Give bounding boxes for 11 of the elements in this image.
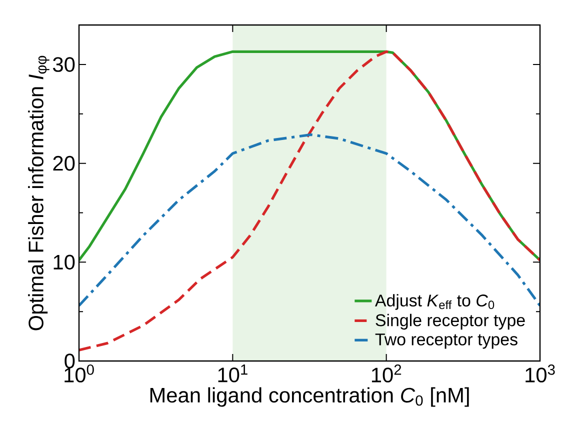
- legend-label: Two receptor types: [375, 334, 518, 349]
- y-tick-label: 10: [54, 254, 75, 270]
- x-tick-label: 10$^{2}$: [372, 364, 402, 382]
- x-tick-label: 10$^{1}$: [218, 364, 248, 382]
- x-axis-title: Mean ligand concentration C$_{0}$ [nM]: [150, 387, 469, 407]
- x-tick-label: 10$^{3}$: [526, 364, 555, 382]
- legend-label: Adjust K$_{eff}$ to C$_{0}$: [375, 294, 494, 310]
- y-tick-label: 20: [53, 156, 75, 171]
- legend-label: Single receptor type: [376, 314, 525, 330]
- y-axis-title: Optimal Fisher information I$_{φφ}$: [28, 56, 50, 330]
- y-tick-label: 30: [53, 57, 75, 72]
